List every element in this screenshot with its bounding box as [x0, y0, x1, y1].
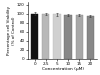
Bar	[31, 14, 38, 59]
Bar	[76, 15, 83, 58]
Bar	[42, 14, 50, 58]
Bar	[53, 14, 61, 59]
Bar	[87, 16, 94, 59]
X-axis label: Concentration (μM): Concentration (μM)	[42, 67, 84, 71]
Bar	[64, 15, 72, 59]
Y-axis label: Percentage cell Viability
(% of Control): Percentage cell Viability (% of Control)	[7, 6, 16, 55]
